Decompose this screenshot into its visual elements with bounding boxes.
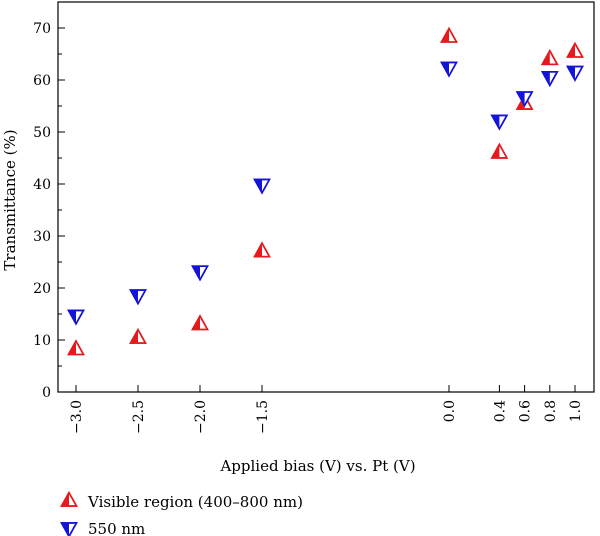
y-tick-label: 60	[33, 73, 51, 89]
x-tick-label: −2.0	[193, 400, 209, 434]
visible-region-point	[129, 327, 147, 344]
legend-marker-550nm	[60, 522, 78, 536]
legend-label-visible: Visible region (400–800 nm)	[87, 493, 303, 511]
550nm-point	[67, 309, 85, 326]
plot-area-border	[57, 1, 595, 393]
550nm-point	[129, 289, 147, 306]
x-axis-title: Applied bias (V) vs. Pt (V)	[219, 457, 415, 475]
x-tick-label: −2.5	[131, 400, 147, 434]
legend-triangle-up-icon	[60, 490, 78, 507]
y-tick-label: 50	[33, 125, 51, 141]
550nm-point	[566, 65, 584, 82]
y-axis: 0 10 20 30 40 50 60 70	[33, 1, 65, 401]
y-axis-title: Transmittance (%)	[1, 129, 19, 270]
550nm-point	[515, 91, 534, 108]
y-tick-label: 70	[33, 21, 51, 37]
550nm-point	[253, 178, 271, 195]
x-tick-label: 1.0	[568, 400, 584, 422]
x-axis: −3.0 −2.5 −2.0 −1.5 0.0 0.4 0.6 0.8 1.0	[69, 385, 584, 434]
visible-region-point	[540, 49, 559, 66]
550nm-point	[440, 61, 458, 78]
550nm-point	[540, 71, 559, 87]
data-points	[67, 26, 584, 356]
visible-region-point	[253, 241, 271, 258]
550nm-point	[191, 265, 209, 282]
visible-region-point	[566, 41, 584, 58]
visible-region-point	[191, 314, 209, 331]
legend-marker-visible	[60, 490, 78, 507]
visible-region-point	[67, 339, 85, 356]
x-tick-label: 0.4	[492, 400, 508, 422]
visible-region-point	[490, 142, 509, 159]
550nm-point	[490, 114, 509, 131]
y-tick-label: 20	[33, 281, 51, 297]
visible-region-point	[440, 26, 458, 43]
x-tick-label: −3.0	[69, 400, 85, 434]
x-tick-label: 0.8	[543, 400, 559, 422]
legend-triangle-down-icon	[60, 522, 78, 536]
legend-label-550nm: 550 nm	[88, 520, 145, 536]
x-tick-label: 0.0	[442, 400, 458, 422]
y-tick-label: 0	[42, 385, 51, 401]
x-tick-label: −1.5	[255, 400, 271, 434]
y-tick-label: 10	[33, 333, 51, 349]
y-tick-label: 30	[33, 229, 51, 245]
plot-frame	[57, 1, 595, 393]
legend: Visible region (400–800 nm) 550 nm	[60, 490, 303, 536]
x-tick-label: 0.6	[518, 400, 534, 422]
y-tick-label: 40	[33, 177, 51, 193]
